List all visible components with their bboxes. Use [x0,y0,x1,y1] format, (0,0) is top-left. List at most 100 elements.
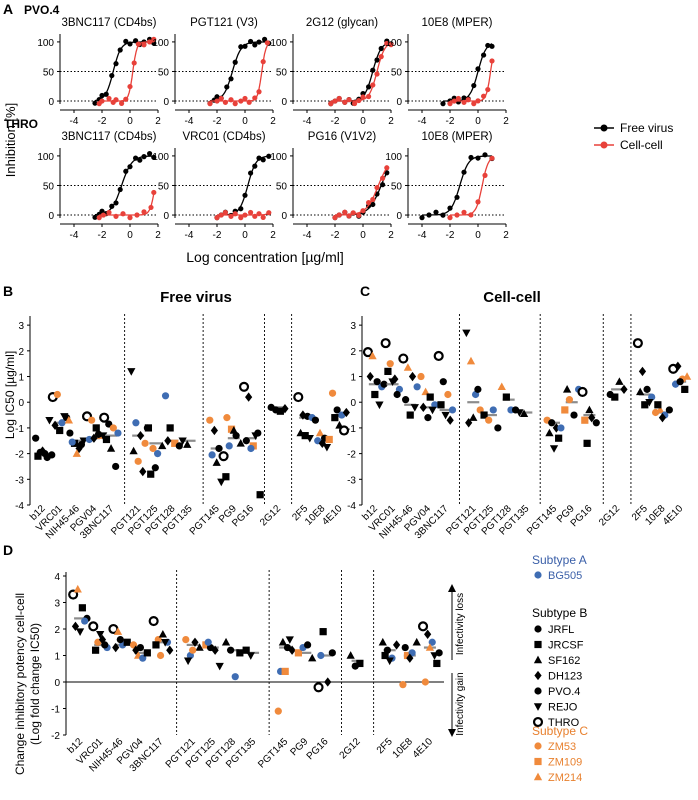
free-data-point [238,44,244,50]
cell-data-point [336,95,342,102]
data-point [293,392,304,403]
subplot-title: 3BNC117 (CD4bs) [61,131,156,143]
y-tick-label: 100 [152,152,169,163]
legend-subtype-b-2-label: SF162 [548,655,580,667]
y-tick-label: 100 [270,152,287,163]
cell-data-point [489,155,495,161]
data-point [210,425,218,436]
free-data-point [137,157,143,163]
cell-data-point [238,215,244,221]
data-point [545,428,554,437]
free-data-point [147,150,153,157]
free-data-point [127,164,133,170]
data-point [183,657,193,666]
free-data-point [370,201,376,208]
data-point [428,406,437,415]
x-tick-label: -4 [70,116,79,127]
data-point [446,415,454,425]
cell-data-point [342,99,348,105]
data-point [654,401,662,409]
cell-data-point [214,215,220,221]
legend-free-label: Free virus [620,121,673,135]
cell-data-point [214,98,220,104]
data-point [102,435,111,444]
free-data-point [113,61,119,67]
data-point [319,628,327,636]
cell-data-point [260,214,266,220]
free-data-point [374,57,380,63]
panel-c-title: Cell-cell [483,289,541,306]
category-label: PGT145 [188,503,222,537]
data-point [221,637,231,646]
data-point [92,424,100,432]
panel-d-ylabel-line2: (Log fold change IC50) [28,623,42,745]
data-point [665,406,673,414]
cell-data-point [135,41,141,47]
category-label: 4E10 [411,736,436,761]
y-tick-label: 0 [163,97,169,108]
data-point [398,353,409,364]
data-point [322,443,332,452]
data-point [421,678,429,686]
data-point [134,457,142,465]
data-point [217,478,226,487]
data-point [149,444,157,453]
x-tick-label: -4 [70,230,79,241]
panel-b-title: Free virus [160,289,232,306]
free-data-point [260,157,266,163]
cell-data-point [232,211,238,217]
subtype-legend: Subtype A Subtype B Subtype C BG505 JRFL J… [532,553,588,784]
cell-data-point [218,212,224,218]
data-point [519,409,529,418]
data-point [638,366,647,377]
cell-data-point [113,97,119,103]
data-point [288,645,296,655]
cell-data-point [366,93,372,100]
free-data-point [447,205,453,211]
data-point [366,371,374,382]
data-point [112,462,120,471]
cell-data-point [127,215,133,221]
cell-data-point [147,39,153,45]
free-data-point [440,212,446,218]
legend-subtype-b-4-marker [534,687,542,695]
category-label: 4E10 [320,503,345,528]
data-point [53,390,61,399]
y-tick-label: 0 [54,678,60,689]
cell-data-point [360,208,366,214]
data-point [417,372,425,381]
data-point [274,707,282,715]
data-point [161,639,170,647]
data-point [151,464,159,472]
data-point [236,649,244,657]
data-point [435,649,443,657]
data-point [401,643,409,652]
y-tick-label: 100 [37,38,54,49]
data-point [417,621,429,632]
data-point [562,385,572,393]
x-tick-label: 2 [270,230,276,241]
data-point [494,424,502,432]
data-point [109,424,117,432]
data-point [620,384,628,395]
legend-subtype-b-1-label: JRCSF [548,640,584,652]
subplot-title: PGT121 (V3) [190,17,258,29]
data-point [106,444,116,452]
free-data-point [224,84,230,90]
data-point [225,442,233,450]
data-point [88,621,99,632]
data-point [342,407,350,418]
y-tick-label: 50 [391,181,403,192]
data-point [246,652,255,660]
cell-data-point [489,58,495,64]
y-tick-label: -3 [347,475,356,486]
free-data-point [475,155,481,161]
cell-data-point [350,210,356,216]
data-point [175,442,183,450]
free-data-point [123,168,129,174]
free-data-point [433,209,439,215]
y-tick-label: 1 [350,373,356,384]
